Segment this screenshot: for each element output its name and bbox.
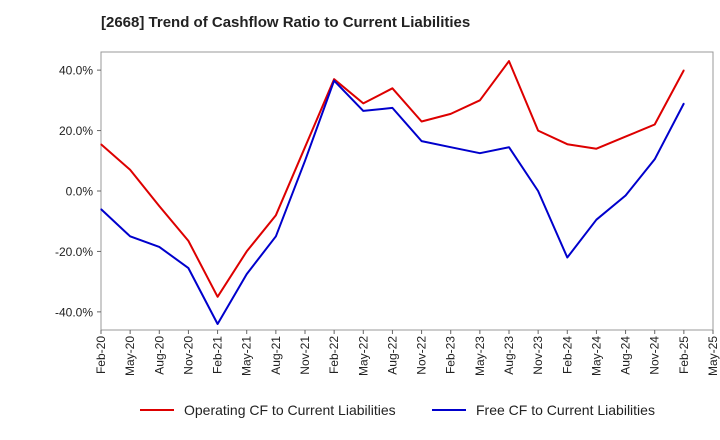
legend-item-free-cf: Free CF to Current Liabilities	[432, 402, 655, 418]
x-tick-label: Nov-20	[181, 336, 195, 375]
data-point-free-cf	[391, 107, 394, 109]
axes	[97, 51, 714, 334]
y-tick-label: -40.0%	[55, 305, 93, 319]
data-point-operating-cf	[420, 120, 423, 123]
data-point-operating-cf	[333, 78, 335, 80]
data-point-free-cf	[479, 152, 481, 154]
x-tick-label: Aug-23	[502, 336, 516, 375]
data-point-operating-cf	[624, 136, 627, 138]
data-point-operating-cf	[508, 60, 510, 62]
data-point-operating-cf	[566, 143, 568, 145]
x-tick-label: Aug-21	[269, 336, 283, 375]
data-point-free-cf	[333, 80, 335, 82]
data-point-operating-cf	[595, 148, 598, 150]
data-point-free-cf	[420, 140, 423, 142]
legend-item-operating-cf: Operating CF to Current Liabilities	[140, 402, 396, 418]
data-point-free-cf	[362, 110, 364, 112]
data-point-free-cf	[450, 146, 452, 148]
data-point-operating-cf	[450, 113, 452, 115]
tick-labels: 40.0% 20.0% 0.0% -20.0% -40.0% Feb-20 May-20 Au…	[55, 64, 720, 376]
x-tick-label: Feb-21	[211, 336, 225, 374]
x-tick-label: Feb-20	[94, 336, 108, 374]
data-point-free-cf	[624, 194, 627, 197]
x-tick-label: Feb-22	[327, 336, 341, 374]
x-tick-label: May-24	[589, 336, 603, 376]
data-point-free-cf	[537, 190, 539, 192]
data-point-operating-cf	[683, 69, 685, 71]
x-tick-label: Feb-24	[560, 336, 574, 374]
data-point-operating-cf	[216, 296, 219, 298]
data-point-operating-cf	[479, 99, 481, 101]
y-tick-label: 0.0%	[66, 185, 94, 199]
data-point-operating-cf	[100, 143, 102, 145]
x-tick-label: May-21	[240, 336, 254, 376]
data-point-operating-cf	[391, 87, 394, 89]
data-point-free-cf	[508, 146, 510, 148]
x-tick-label: Feb-23	[444, 336, 458, 374]
data-point-free-cf	[187, 267, 190, 269]
series-lines	[100, 60, 685, 325]
legend-label-operating-cf: Operating CF to Current Liabilities	[184, 402, 396, 418]
x-tick-label: Aug-24	[619, 336, 633, 375]
data-point-free-cf	[158, 246, 160, 248]
data-point-operating-cf	[275, 214, 277, 216]
x-tick-label: May-25	[706, 336, 720, 376]
y-tick-label: -20.0%	[55, 245, 93, 259]
legend-swatch-free-cf	[432, 409, 466, 411]
legend-swatch-operating-cf	[140, 409, 174, 411]
x-tick-label: Nov-24	[648, 336, 662, 375]
x-tick-label: May-22	[356, 336, 370, 376]
data-point-operating-cf	[246, 250, 248, 253]
data-point-operating-cf	[362, 102, 364, 104]
data-point-free-cf	[129, 235, 131, 237]
data-point-free-cf	[216, 323, 219, 325]
x-tick-label: Feb-25	[677, 336, 691, 374]
data-point-operating-cf	[158, 205, 160, 207]
data-point-operating-cf	[187, 240, 190, 242]
x-tick-label: May-23	[473, 336, 487, 376]
data-point-operating-cf	[537, 129, 539, 132]
plot-frame	[100, 51, 714, 331]
data-point-operating-cf	[304, 146, 306, 148]
x-tick-label: Nov-23	[531, 336, 545, 375]
legend-label-free-cf: Free CF to Current Liabilities	[476, 402, 655, 418]
y-tick-label: 40.0%	[59, 64, 93, 78]
data-point-free-cf	[246, 273, 248, 275]
y-tick-label: 20.0%	[59, 124, 93, 138]
x-tick-label: Nov-21	[298, 336, 312, 375]
data-point-free-cf	[100, 208, 102, 210]
x-tick-label: May-20	[123, 336, 137, 376]
data-point-free-cf	[595, 219, 598, 221]
data-point-free-cf	[304, 160, 306, 162]
x-tick-label: Nov-22	[415, 336, 429, 375]
data-point-free-cf	[566, 256, 568, 259]
x-tick-label: Aug-22	[385, 336, 399, 375]
chart-title: [2668] Trend of Cashflow Ratio to Curren…	[101, 14, 471, 31]
data-point-operating-cf	[654, 123, 656, 126]
data-point-free-cf	[683, 102, 685, 104]
data-point-free-cf	[275, 235, 277, 237]
data-point-free-cf	[654, 158, 656, 160]
data-point-operating-cf	[129, 169, 131, 171]
legend: Operating CF to Current Liabilities Free…	[0, 402, 720, 428]
x-tick-label: Aug-20	[152, 336, 166, 375]
